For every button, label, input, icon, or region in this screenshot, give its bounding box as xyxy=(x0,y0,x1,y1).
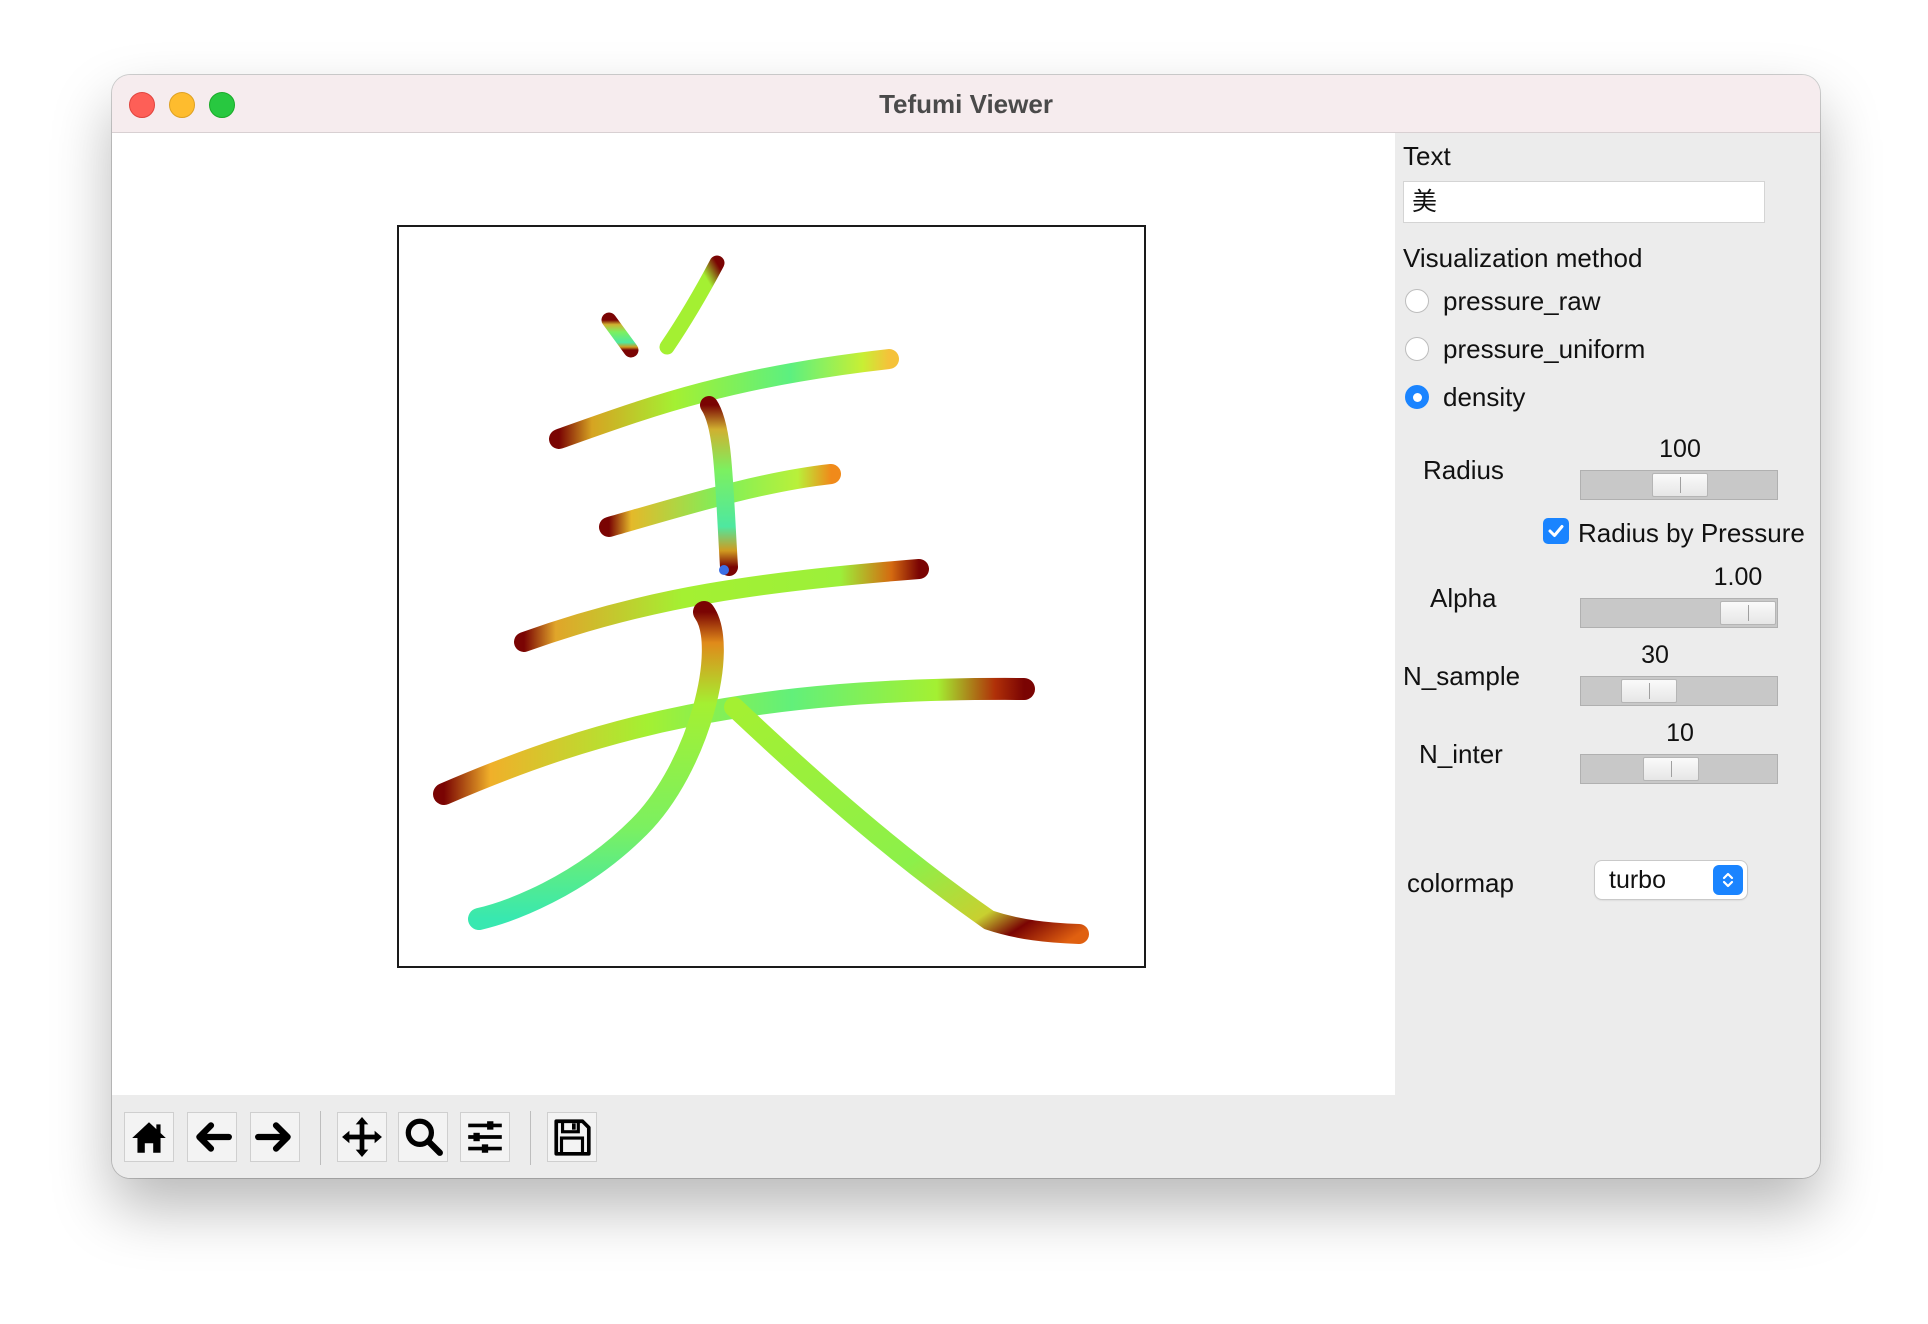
home-icon xyxy=(132,1122,166,1153)
title-bar[interactable]: Tefumi Viewer xyxy=(112,75,1820,133)
n-sample-value: 30 xyxy=(1641,641,1669,669)
n-inter-label: N_inter xyxy=(1419,739,1503,769)
stroke-horizontal-3 xyxy=(514,559,929,652)
checkmark-icon xyxy=(1548,525,1564,537)
text-label: Text xyxy=(1403,141,1451,171)
radio-label: pressure_raw xyxy=(1443,285,1601,316)
close-window-button[interactable] xyxy=(129,92,155,118)
pan-button[interactable] xyxy=(337,1112,387,1162)
colormap-selected-value: turbo xyxy=(1609,866,1666,894)
radius-by-pressure-label: Radius by Pressure xyxy=(1578,518,1805,548)
alpha-slider[interactable] xyxy=(1580,598,1778,628)
save-icon xyxy=(554,1119,591,1156)
stroke-vertical xyxy=(700,396,738,576)
navigation-toolbar xyxy=(112,1095,1820,1178)
stroke-horizontal-1 xyxy=(549,349,899,449)
stroke-junction-dot xyxy=(719,565,729,575)
colormap-select[interactable]: turbo xyxy=(1595,861,1747,899)
back-button[interactable] xyxy=(187,1112,237,1162)
radio-pressure-uniform[interactable]: pressure_uniform xyxy=(1405,333,1645,365)
home-button[interactable] xyxy=(124,1112,174,1162)
n-sample-slider-thumb[interactable] xyxy=(1621,679,1677,703)
forward-button[interactable] xyxy=(250,1112,300,1162)
minimize-window-button[interactable] xyxy=(169,92,195,118)
radio-label: density xyxy=(1443,381,1526,412)
visualization-method-label: Visualization method xyxy=(1403,243,1643,273)
maximize-window-button[interactable] xyxy=(209,92,235,118)
radio-button-selected[interactable] xyxy=(1405,385,1429,409)
radius-value: 100 xyxy=(1659,435,1701,463)
radius-slider-thumb[interactable] xyxy=(1652,473,1708,497)
n-sample-slider[interactable] xyxy=(1580,676,1778,706)
figure-canvas[interactable] xyxy=(112,133,1395,1095)
n-inter-slider[interactable] xyxy=(1580,754,1778,784)
radio-button[interactable] xyxy=(1405,289,1429,313)
radius-label: Radius xyxy=(1423,455,1504,485)
app-window: Tefumi Viewer xyxy=(112,75,1820,1178)
alpha-slider-thumb[interactable] xyxy=(1720,601,1776,625)
pan-icon xyxy=(342,1117,382,1157)
forward-arrow-icon xyxy=(255,1122,291,1152)
n-inter-value: 10 xyxy=(1666,719,1694,747)
text-input[interactable]: 美 xyxy=(1403,181,1765,223)
window-title: Tefumi Viewer xyxy=(879,89,1053,119)
back-arrow-icon xyxy=(196,1122,232,1152)
stroke-horizontal-4 xyxy=(433,677,1035,805)
plot-axes[interactable] xyxy=(397,225,1146,968)
radio-pressure-raw[interactable]: pressure_raw xyxy=(1405,285,1601,317)
zoom-icon xyxy=(405,1118,443,1156)
stroke-rendering xyxy=(433,255,1089,944)
configure-subplots-button[interactable] xyxy=(460,1112,510,1162)
radius-slider[interactable] xyxy=(1580,470,1778,500)
radio-button[interactable] xyxy=(1405,337,1429,361)
zoom-button[interactable] xyxy=(398,1112,448,1162)
updown-chevron-icon xyxy=(1713,865,1743,895)
stroke-right-sweep xyxy=(724,697,1089,944)
control-panel: Text 美 Visualization method pressure_raw… xyxy=(1395,133,1820,1095)
stroke-left-sweep xyxy=(468,601,724,930)
save-button[interactable] xyxy=(547,1112,597,1162)
stroke-top-left-dot xyxy=(601,312,639,358)
n-sample-label: N_sample xyxy=(1403,661,1521,691)
alpha-label: Alpha xyxy=(1430,583,1497,613)
colormap-label: colormap xyxy=(1407,868,1514,898)
radius-by-pressure-checkbox[interactable] xyxy=(1543,518,1569,544)
toolbar-separator xyxy=(320,1111,321,1165)
n-inter-slider-thumb[interactable] xyxy=(1643,757,1699,781)
alpha-value: 1.00 xyxy=(1713,563,1763,591)
radio-label: pressure_uniform xyxy=(1443,333,1646,364)
configure-subplots-icon xyxy=(468,1121,502,1153)
radio-density[interactable]: density xyxy=(1405,381,1525,413)
stroke-top-right-dot xyxy=(659,255,725,355)
toolbar-separator xyxy=(530,1111,531,1165)
